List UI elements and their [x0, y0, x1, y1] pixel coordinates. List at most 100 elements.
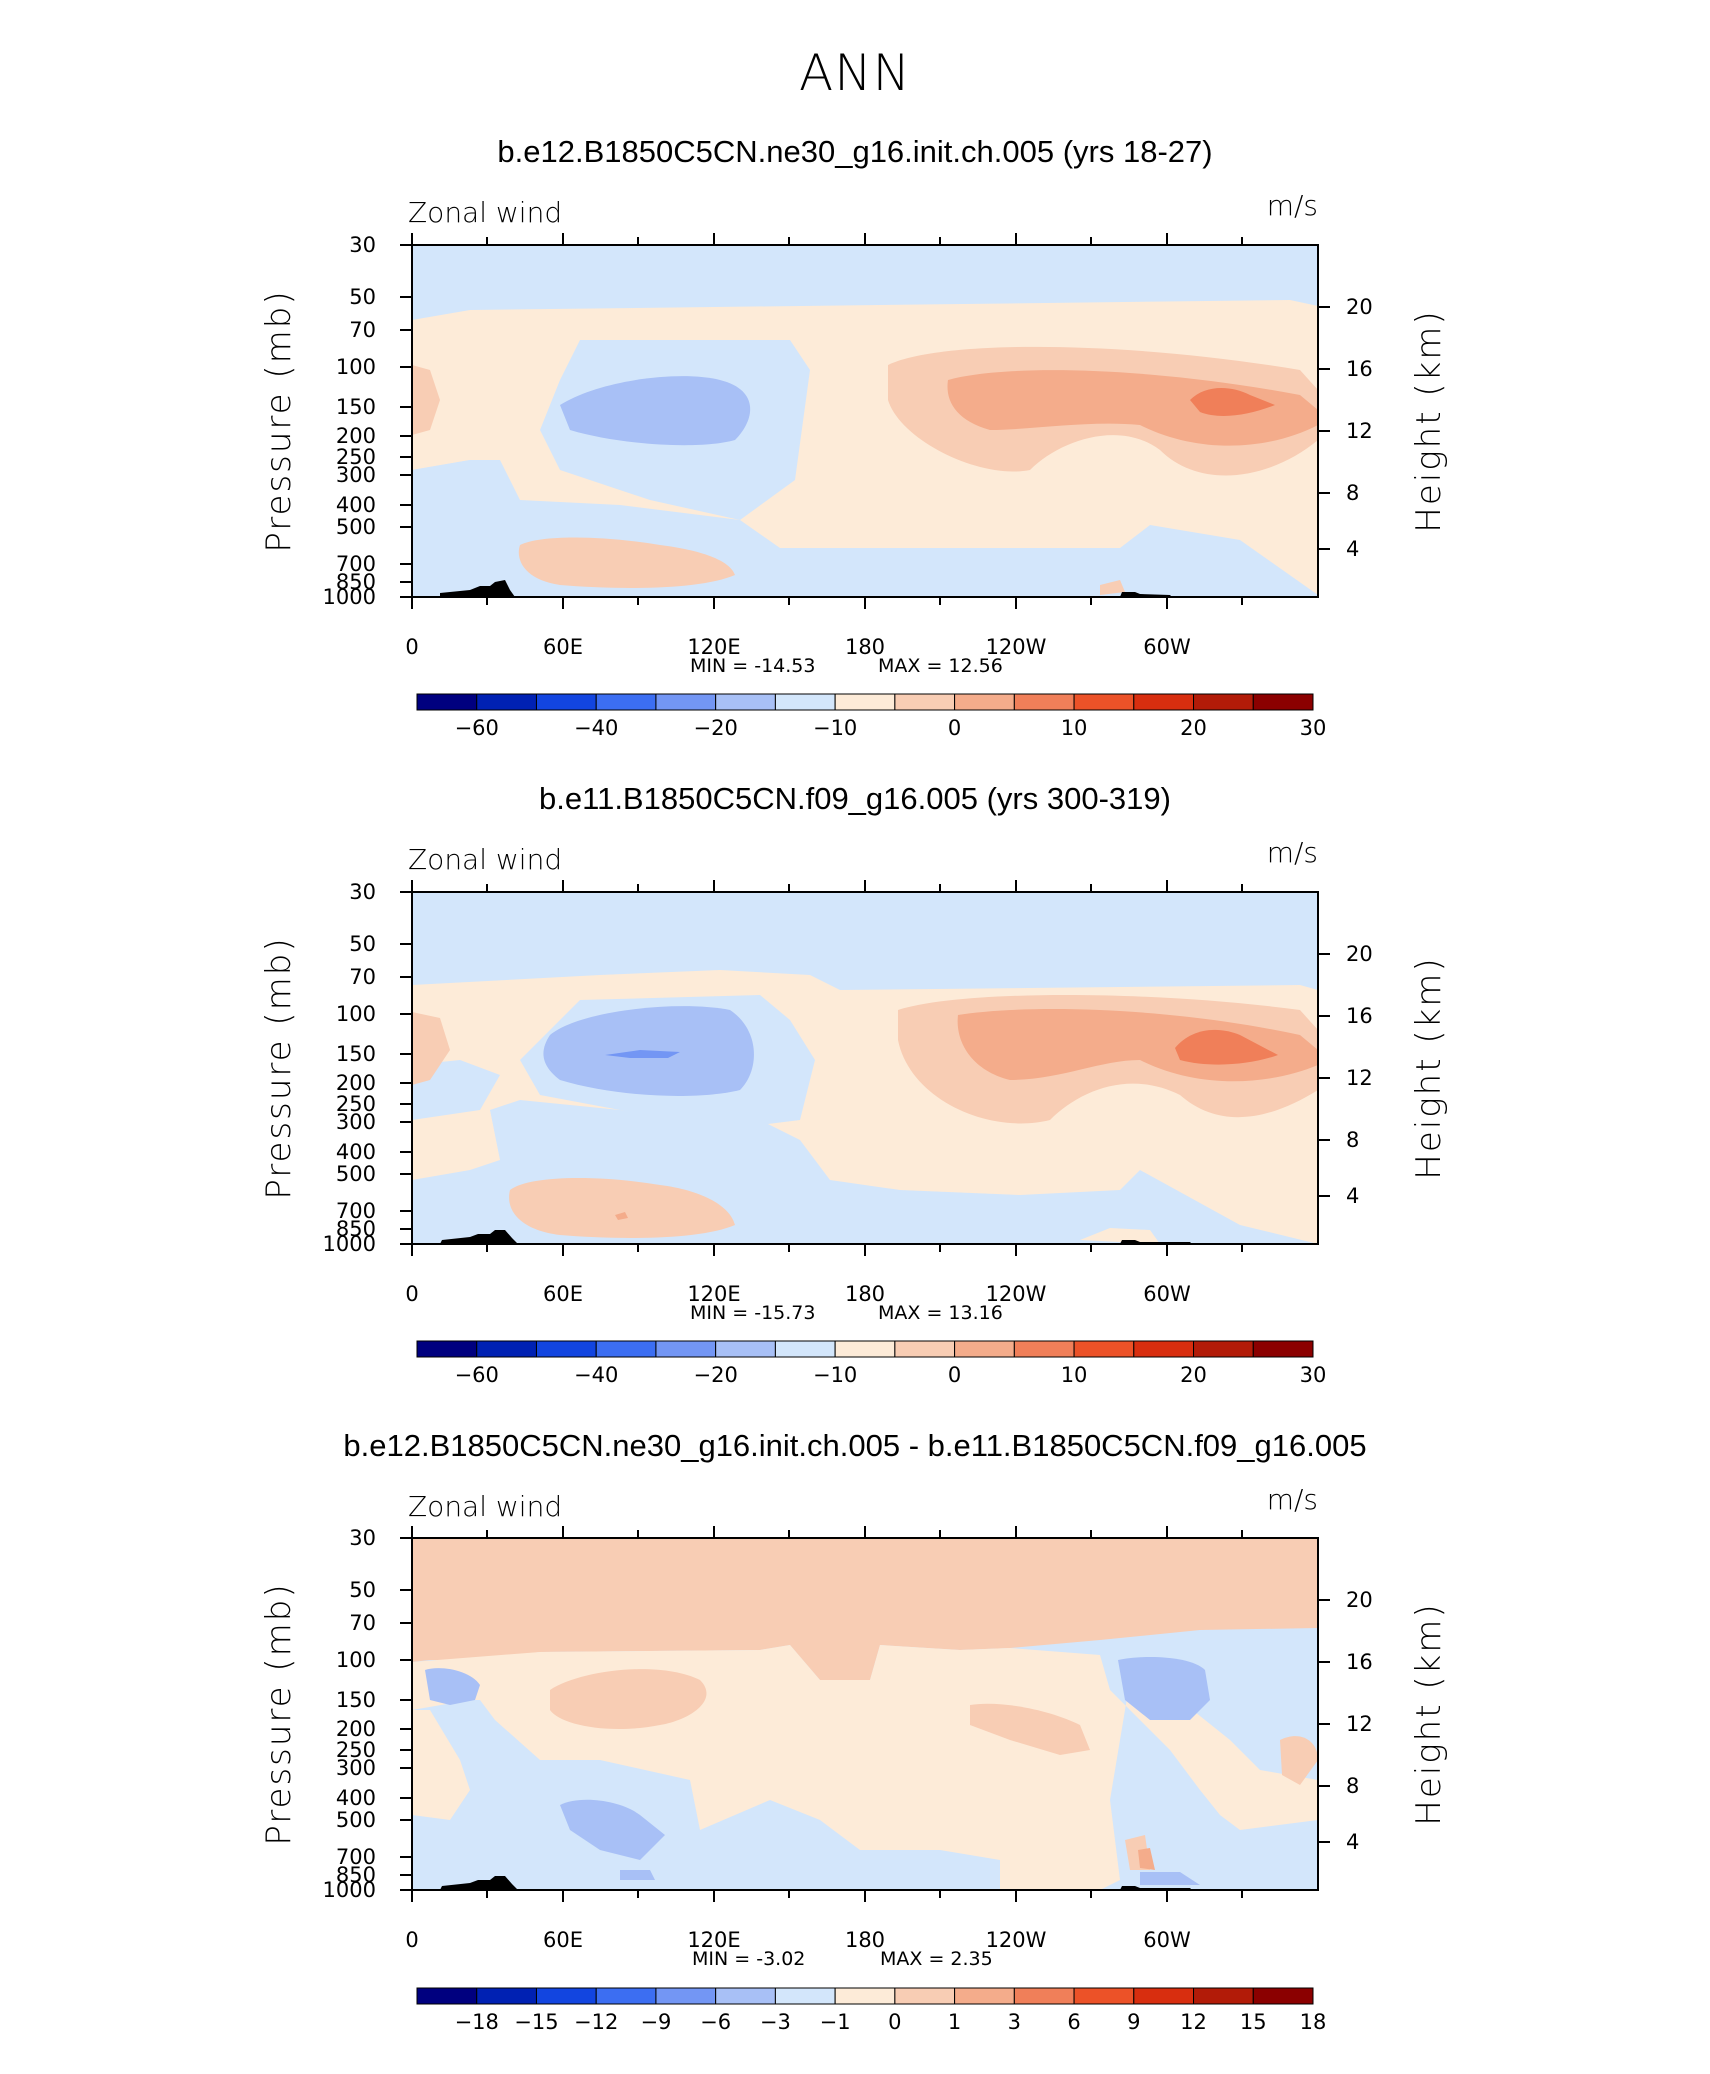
panel-2-contour-field [412, 892, 1318, 1244]
colorbar-swatch [476, 1987, 537, 2005]
colorbar-swatch [1073, 693, 1135, 711]
y-tick-label: 300 [336, 1110, 376, 1134]
x-tick-label: 120W [986, 1282, 1047, 1306]
y-tick-label: 30 [349, 880, 376, 904]
x-tick-label: 60E [543, 1928, 583, 1952]
x-tick-label: 0 [405, 1282, 418, 1306]
colorbar-label: 20 [1180, 1363, 1207, 1387]
panel-1-units: m/s [1267, 189, 1318, 222]
colorbar-label: −60 [455, 716, 499, 740]
panel-1-contour-field [412, 245, 1318, 597]
colorbar-label: 0 [948, 716, 961, 740]
panel-1-y-axis-label: Pressure (mb) [259, 289, 299, 552]
colorbar-swatch [595, 1987, 657, 2005]
panel-2: b.e11.B1850C5CN.f09_g16.005 (yrs 300-319… [259, 781, 1449, 1387]
colorbar-label: 10 [1061, 716, 1088, 740]
colorbar-label: 6 [1067, 2010, 1080, 2034]
panel-2-y-axis-label: Pressure (mb) [259, 936, 299, 1199]
colorbar-swatch [1252, 1340, 1314, 1358]
colorbar-label: 1 [948, 2010, 961, 2034]
panel-3-units: m/s [1267, 1483, 1318, 1516]
panel-2-units: m/s [1267, 836, 1318, 869]
colorbar-swatch [655, 1340, 717, 1358]
panel-2-x-tick-labels: 0 60E 120E 180 120W 60W [405, 1282, 1191, 1306]
panel-1-y2-axis-label: Height (km) [1409, 309, 1449, 532]
colorbar-swatch [894, 693, 956, 711]
y2-tick-label: 12 [1346, 1712, 1373, 1736]
colorbar-label: −6 [700, 2010, 731, 2034]
y-tick-label: 100 [336, 355, 376, 379]
panel-3-min-label: MIN = -3.02 [692, 1948, 805, 1970]
x-tick-label: 180 [845, 1282, 885, 1306]
y-tick-label: 500 [336, 1808, 376, 1832]
y2-tick-label: 8 [1346, 481, 1359, 505]
colorbar-swatch [1133, 1987, 1195, 2005]
y2-tick-label: 20 [1346, 295, 1373, 319]
panel-2-y2-tick-labels: 20 16 12 8 4 [1346, 942, 1373, 1208]
panel-1: b.e12.B1850C5CN.ne30_g16.init.ch.005 (yr… [259, 134, 1449, 740]
x-tick-label: 0 [405, 635, 418, 659]
y2-tick-label: 16 [1346, 357, 1373, 381]
colorbar-swatch [1193, 1987, 1254, 2005]
y-tick-label: 400 [336, 493, 376, 517]
x-tick-label: 60W [1143, 1282, 1191, 1306]
colorbar-swatch [1013, 693, 1075, 711]
y2-tick-label: 12 [1346, 419, 1373, 443]
y-tick-label: 30 [349, 1526, 376, 1550]
y2-tick-label: 4 [1346, 1830, 1359, 1854]
colorbar-swatch [1193, 1340, 1254, 1358]
colorbar-swatch [535, 1987, 597, 2005]
y-tick-label: 1000 [323, 585, 376, 609]
panel-2-colorbar: −60 −40 −20 −10 0 10 20 30 [416, 1340, 1326, 1387]
y-tick-label: 70 [349, 318, 376, 342]
y-tick-label: 200 [336, 424, 376, 448]
x-tick-label: 60W [1143, 635, 1191, 659]
colorbar-label: −12 [574, 2010, 618, 2034]
panel-2-y2-axis-label: Height (km) [1409, 956, 1449, 1179]
y-tick-label: 850 [336, 1217, 376, 1241]
x-tick-label: 60W [1143, 1928, 1191, 1952]
panel-2-title: b.e11.B1850C5CN.f09_g16.005 (yrs 300-319… [539, 781, 1171, 816]
y2-tick-label: 4 [1346, 1184, 1359, 1208]
colorbar-label: −10 [813, 1363, 857, 1387]
y2-tick-label: 16 [1346, 1650, 1373, 1674]
y-tick-label: 300 [336, 463, 376, 487]
panel-1-x-tick-labels: 0 60E 120E 180 120W 60W [405, 635, 1191, 659]
panel-1-ticks [400, 233, 1330, 609]
panel-2-left-string: Zonal wind [408, 843, 562, 876]
y2-tick-label: 12 [1346, 1066, 1373, 1090]
colorbar-swatch [655, 1987, 717, 2005]
y-tick-label: 300 [336, 1756, 376, 1780]
x-tick-label: 0 [405, 1928, 418, 1952]
x-tick-label: 60E [543, 1282, 583, 1306]
panel-3-colorbar: −18 −15 −12 −9 −6 −3 −1 0 1 3 6 9 12 15 18 [416, 1987, 1327, 2034]
colorbar-swatch [1073, 1340, 1135, 1358]
colorbar-swatch [1252, 1987, 1314, 2005]
colorbar-swatch [416, 1340, 478, 1358]
colorbar-label: −15 [514, 2010, 558, 2034]
y-tick-label: 50 [349, 1578, 376, 1602]
x-tick-label: 120W [986, 635, 1047, 659]
colorbar-swatch [834, 1340, 896, 1358]
panel-2-ticks [400, 880, 1330, 1256]
panel-3-ticks [400, 1526, 1330, 1902]
x-tick-label: 120E [687, 1928, 740, 1952]
colorbar-label: −1 [820, 2010, 851, 2034]
colorbar-label: −3 [760, 2010, 791, 2034]
x-tick-label: 120E [687, 635, 740, 659]
panel-3-contour-field [412, 1538, 1318, 1890]
panel-3: b.e12.B1850C5CN.ne30_g16.init.ch.005 - b… [259, 1428, 1449, 2034]
y-tick-label: 50 [349, 932, 376, 956]
y-tick-label: 200 [336, 1071, 376, 1095]
colorbar-label: 18 [1300, 2010, 1327, 2034]
y-tick-label: 150 [336, 1688, 376, 1712]
colorbar-swatch [416, 1987, 478, 2005]
y-tick-label: 200 [336, 1717, 376, 1741]
panel-2-y-tick-labels: 30 50 70 100 150 200 250 300 400 500 700… [323, 880, 376, 1256]
panel-3-left-string: Zonal wind [408, 1490, 562, 1523]
colorbar-swatch [954, 1340, 1015, 1358]
colorbar-swatch [476, 693, 537, 711]
x-tick-label: 120E [687, 1282, 740, 1306]
panel-3-y-axis-label: Pressure (mb) [259, 1582, 299, 1845]
